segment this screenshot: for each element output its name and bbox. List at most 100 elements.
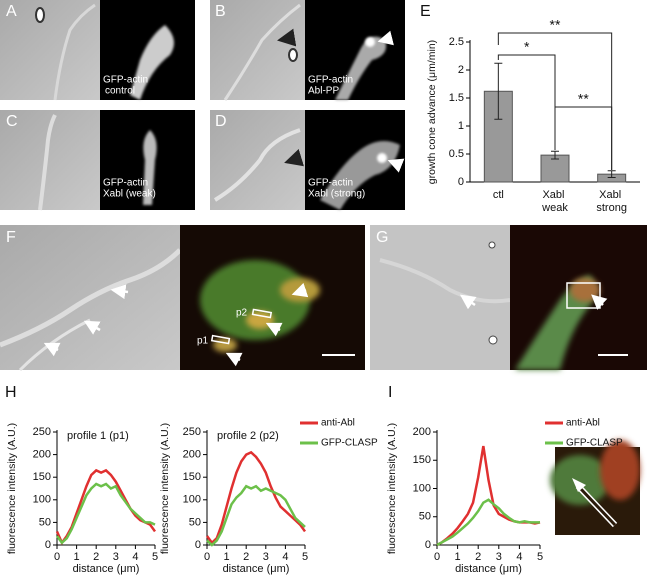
x-tick-label: 1 xyxy=(74,551,80,563)
x-axis-label: distance (μm) xyxy=(455,563,522,575)
panel-a: GFP-actin control A xyxy=(0,0,195,101)
legend-label: anti-Abl xyxy=(566,418,600,429)
axis-line xyxy=(436,430,540,546)
y-tick-label: 150 xyxy=(413,454,431,466)
x-tick-label: 3 xyxy=(113,551,119,563)
profile-line xyxy=(436,445,541,547)
profile-label: p2 xyxy=(236,308,248,319)
significance-bracket xyxy=(497,32,613,170)
y-tick-label: 1 xyxy=(458,120,464,132)
panel-d: GFP-actin Xabl (strong) D xyxy=(210,110,405,210)
x-axis-label: distance (μm) xyxy=(223,563,290,575)
x-tick-label: 2 xyxy=(475,551,481,563)
y-tick-label: 50 xyxy=(419,511,431,523)
y-axis-label: fluorescence intensity (A.U.) xyxy=(386,423,398,554)
inset-image xyxy=(550,440,640,535)
caption: Abl-PP xyxy=(308,86,339,97)
x-tick-label: 3 xyxy=(263,551,269,563)
y-tick-label: 1.5 xyxy=(449,92,464,104)
profile-line xyxy=(206,484,306,547)
panel-letter: B xyxy=(215,3,226,20)
panel-letter: F xyxy=(6,229,16,246)
x-tick-line: Xabl xyxy=(599,189,624,201)
x-tick-label: 4 xyxy=(282,551,288,563)
y-tick-label: 100 xyxy=(413,482,431,494)
y-axis-label: fluorescence intensity (A.U.) xyxy=(159,423,171,554)
panel-f: p1 p2 F xyxy=(0,225,365,372)
error-bar xyxy=(607,170,616,179)
x-tick-label: Xabl strong xyxy=(596,189,627,214)
panel-letter: C xyxy=(6,113,18,130)
panel-c: GFP-actin Xabl (weak) C xyxy=(0,110,195,211)
x-tick-label: 0 xyxy=(434,551,440,563)
y-tick-label: 0 xyxy=(458,176,464,188)
profile-line xyxy=(55,468,157,546)
chart-title: profile 2 (p2) xyxy=(217,430,279,442)
significance-label: * xyxy=(524,39,530,55)
y-tick-label: 0.5 xyxy=(449,148,464,160)
x-tick-label: 4 xyxy=(516,551,522,563)
profile-label: p1 xyxy=(197,336,209,347)
x-tick-label: 1 xyxy=(455,551,461,563)
y-tick-label: 50 xyxy=(189,516,201,528)
y-tick-label: 100 xyxy=(183,494,201,506)
y-tick-label: 0 xyxy=(425,539,431,551)
panel-g: G xyxy=(370,225,647,370)
x-tick-label: ctl xyxy=(493,189,504,201)
y-tick-label: 200 xyxy=(33,449,51,461)
y-tick-label: 100 xyxy=(33,494,51,506)
bar xyxy=(540,154,570,183)
x-tick-label: 1 xyxy=(224,551,230,563)
x-tick-label: 2 xyxy=(243,551,249,563)
y-tick-label: 50 xyxy=(39,516,51,528)
x-axis-label: distance (μm) xyxy=(73,563,140,575)
legend-label: GFP-CLASP xyxy=(321,438,378,449)
caption: GFP-actin xyxy=(103,75,148,86)
significance-bracket xyxy=(554,106,613,170)
panel-letter: I xyxy=(388,384,392,401)
x-tick-line: ctl xyxy=(493,189,504,201)
caption: GFP-actin xyxy=(308,178,353,189)
y-tick-label: 200 xyxy=(413,426,431,438)
x-tick-label: 5 xyxy=(537,551,543,563)
y-tick-label: 0 xyxy=(195,539,201,551)
significance-label: ** xyxy=(550,17,561,33)
panel-letter: A xyxy=(6,3,17,20)
x-tick-line: strong xyxy=(596,202,627,214)
panel-letter: E xyxy=(420,3,431,20)
profile-line xyxy=(205,450,307,545)
panel-b: GFP-actin Abl-PP B xyxy=(210,0,405,101)
panel-letter: H xyxy=(5,384,17,401)
error-bar xyxy=(494,62,503,120)
x-tick-label: 0 xyxy=(204,551,210,563)
x-tick-label: 3 xyxy=(496,551,502,563)
x-tick-label: 2 xyxy=(93,551,99,563)
y-tick-label: 200 xyxy=(183,449,201,461)
significance-label: ** xyxy=(578,91,589,107)
x-tick-label: 5 xyxy=(302,551,308,563)
x-tick-label: 5 xyxy=(152,551,158,563)
caption: control xyxy=(105,86,135,97)
y-tick-label: 0 xyxy=(45,539,51,551)
panel-letter: D xyxy=(215,113,227,130)
y-tick-label: 250 xyxy=(183,426,201,438)
x-tick-line: Xabl xyxy=(542,189,567,201)
panel-letter: G xyxy=(376,229,388,246)
profile-line xyxy=(436,498,540,547)
y-axis-label: growth cone advance (μm/min) xyxy=(426,40,438,184)
caption: GFP-actin xyxy=(308,75,353,86)
y-tick-label: 150 xyxy=(183,471,201,483)
y-axis-label: fluorescence intensity (A.U.) xyxy=(6,423,18,554)
y-tick-label: 2 xyxy=(458,64,464,76)
legend-label: anti-Abl xyxy=(321,418,355,429)
significance-bracket xyxy=(497,54,556,146)
legend-label: GFP-CLASP xyxy=(566,438,623,449)
x-tick-line: weak xyxy=(541,202,568,214)
profile-line xyxy=(55,482,156,545)
y-tick-label: 150 xyxy=(33,471,51,483)
y-tick-label: 2.5 xyxy=(449,36,464,48)
x-tick-label: Xabl weak xyxy=(541,189,568,214)
x-tick-label: 4 xyxy=(132,551,138,563)
chart-title: profile 1 (p1) xyxy=(67,430,129,442)
